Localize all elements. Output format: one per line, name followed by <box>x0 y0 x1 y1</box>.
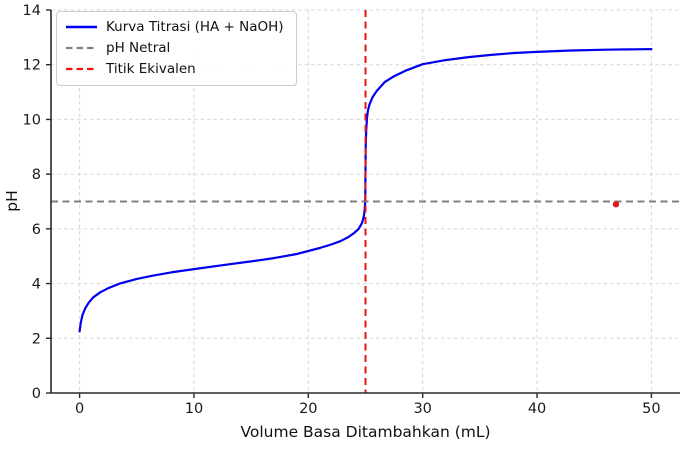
x-axis-label: Volume Basa Ditambahkan (mL) <box>240 423 491 441</box>
y-axis-label: pH <box>3 190 21 212</box>
x-tick-label: 40 <box>528 401 546 417</box>
y-tick-label: 0 <box>32 386 41 402</box>
y-tick-label: 2 <box>32 331 41 347</box>
y-tick-label: 8 <box>32 167 41 183</box>
x-tick-label: 30 <box>413 401 431 417</box>
legend-item: Kurva Titrasi (HA + NaOH) <box>66 18 286 36</box>
legend-item: Titik Ekivalen <box>66 60 286 78</box>
y-tick-label: 4 <box>32 277 41 293</box>
legend-item: pH Netral <box>66 39 286 57</box>
titration-curve <box>78 47 653 333</box>
y-tick-label: 14 <box>23 3 41 19</box>
x-tick-label: 20 <box>299 401 317 417</box>
legend-line-sample <box>66 25 97 29</box>
legend-label: pH Netral <box>106 40 171 56</box>
legend-label: Titik Ekivalen <box>106 61 196 77</box>
legend-line-sample <box>66 46 97 50</box>
legend: Kurva Titrasi (HA + NaOH) pH Netral Titik … <box>56 11 297 86</box>
x-tick-label: 10 <box>185 401 203 417</box>
y-tick-label: 6 <box>32 222 41 238</box>
scatter-point <box>612 201 620 208</box>
y-tick-label: 10 <box>23 112 41 128</box>
y-tick-label: 12 <box>23 58 41 74</box>
x-tick-label: 0 <box>75 401 84 417</box>
legend-line-sample <box>66 67 97 71</box>
x-tick-label: 50 <box>642 401 660 417</box>
legend-label: Kurva Titrasi (HA + NaOH) <box>106 19 284 35</box>
